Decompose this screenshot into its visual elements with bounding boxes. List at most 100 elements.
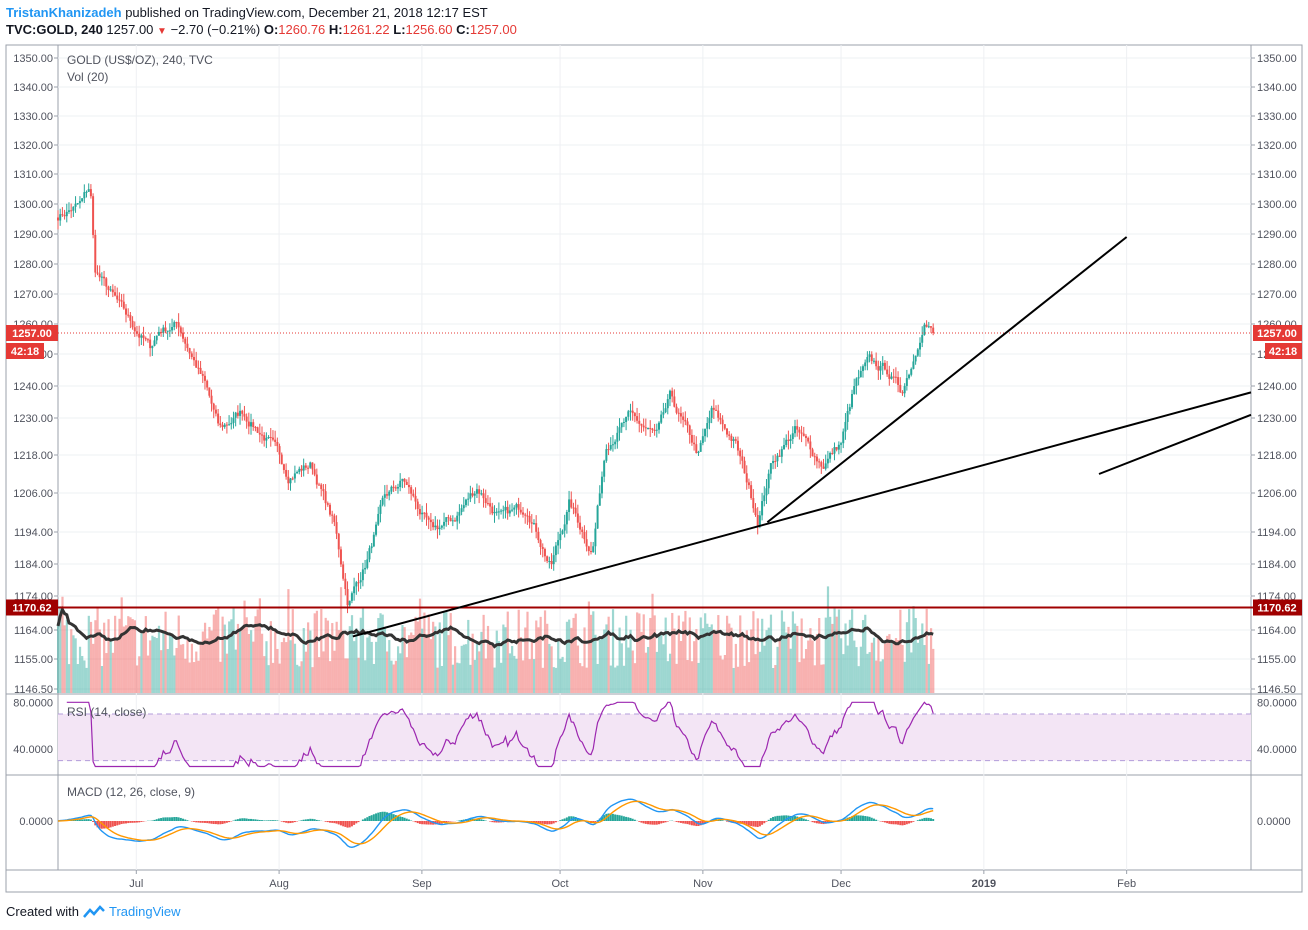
volume-bar [478, 651, 481, 693]
volume-bar [232, 608, 235, 693]
candle-body [620, 422, 623, 428]
volume-bar [138, 656, 141, 693]
volume-bar [350, 615, 354, 693]
volume-bar [853, 640, 856, 693]
candle-body [640, 423, 643, 426]
footer: Created with TradingView [6, 904, 181, 919]
volume-bar [840, 638, 843, 693]
tradingview-link[interactable]: TradingView [108, 904, 181, 919]
volume-bar [326, 620, 329, 693]
candle-body [63, 215, 66, 217]
volume-bar [892, 640, 895, 693]
candle [83, 184, 86, 203]
volume-bar [318, 657, 321, 693]
volume-bar [383, 627, 387, 693]
y-tick-label-right: 1280.00 [1257, 259, 1297, 271]
candle-body [418, 508, 421, 515]
volume-bar [921, 623, 924, 693]
candle-body [140, 335, 143, 338]
candle-body [914, 355, 917, 362]
last-price-tag-right [1253, 325, 1302, 341]
candle-body [410, 487, 413, 494]
candle [772, 455, 775, 470]
candle [427, 515, 430, 530]
macd-hist-bar [633, 819, 636, 821]
candle [923, 322, 926, 336]
candle [282, 463, 285, 474]
macd-hist-bar [370, 815, 373, 821]
volume-bar [736, 666, 740, 693]
macd-hist-bar [765, 821, 768, 822]
candle-body [120, 300, 123, 302]
volume-bar [653, 615, 656, 693]
volume-bar [537, 627, 540, 693]
macd-hist-bar [274, 820, 277, 821]
candle [535, 515, 538, 539]
candle [416, 498, 419, 517]
candle-body [407, 484, 410, 488]
candle-body [662, 412, 665, 415]
candle-body [776, 455, 779, 462]
candle-body [824, 463, 827, 469]
candle [144, 336, 147, 342]
volume-bar [800, 618, 803, 693]
candle-body [693, 442, 696, 445]
volume-bar [590, 614, 593, 693]
candle-body [372, 534, 375, 547]
macd-hist-bar [427, 821, 430, 825]
volume-bar [344, 658, 347, 693]
candle-body [798, 429, 801, 433]
macd-hist-bar [756, 821, 759, 828]
candle-body [386, 494, 389, 496]
volume-bar [647, 646, 650, 693]
candle [932, 323, 935, 336]
candle [355, 580, 358, 595]
macd-hist-bar [541, 821, 544, 824]
candle [293, 465, 296, 483]
candle [572, 502, 575, 515]
candle [245, 413, 248, 429]
candle-body [666, 399, 669, 409]
volume-bar [105, 653, 108, 693]
candle-body [464, 499, 467, 506]
volume-bar [831, 623, 834, 693]
candle [796, 419, 799, 437]
volume-bar [583, 627, 586, 693]
macd-hist-bar [684, 821, 687, 824]
candle [252, 419, 255, 431]
candle-body [647, 427, 650, 429]
candle [304, 462, 307, 471]
macd-hist-bar [758, 821, 761, 827]
y-tick-label-left: 1218.00 [13, 450, 53, 462]
volume-bar [855, 647, 858, 693]
volume-bar [416, 621, 419, 693]
author-link[interactable]: TristanKhanizadeh [6, 5, 122, 20]
candle [636, 407, 639, 424]
macd-hist-bar [87, 819, 90, 821]
candle-body [195, 360, 198, 368]
macd-hist-bar [265, 820, 268, 821]
macd-hist-bar [333, 821, 336, 824]
candle [392, 480, 395, 492]
candle [824, 454, 827, 471]
candle-body [357, 582, 360, 584]
macd-line [57, 798, 934, 849]
candle-body [348, 600, 351, 606]
candle [230, 417, 233, 430]
volume-bar [712, 629, 716, 693]
x-tick-label: Sep [412, 878, 432, 890]
candle-body [699, 442, 702, 452]
candle [324, 484, 327, 511]
candle-body [392, 486, 395, 488]
candle [326, 501, 329, 507]
candle [311, 462, 314, 475]
candle [372, 531, 375, 548]
countdown-label-right: 42:18 [1269, 346, 1297, 358]
volume-bar [730, 627, 733, 693]
macd-hist-bar [618, 815, 621, 821]
rsi-title: RSI (14, close) [67, 705, 146, 719]
candle-body [800, 432, 803, 434]
macd-hist-bar [497, 821, 500, 823]
macd-hist-bar [754, 821, 757, 827]
